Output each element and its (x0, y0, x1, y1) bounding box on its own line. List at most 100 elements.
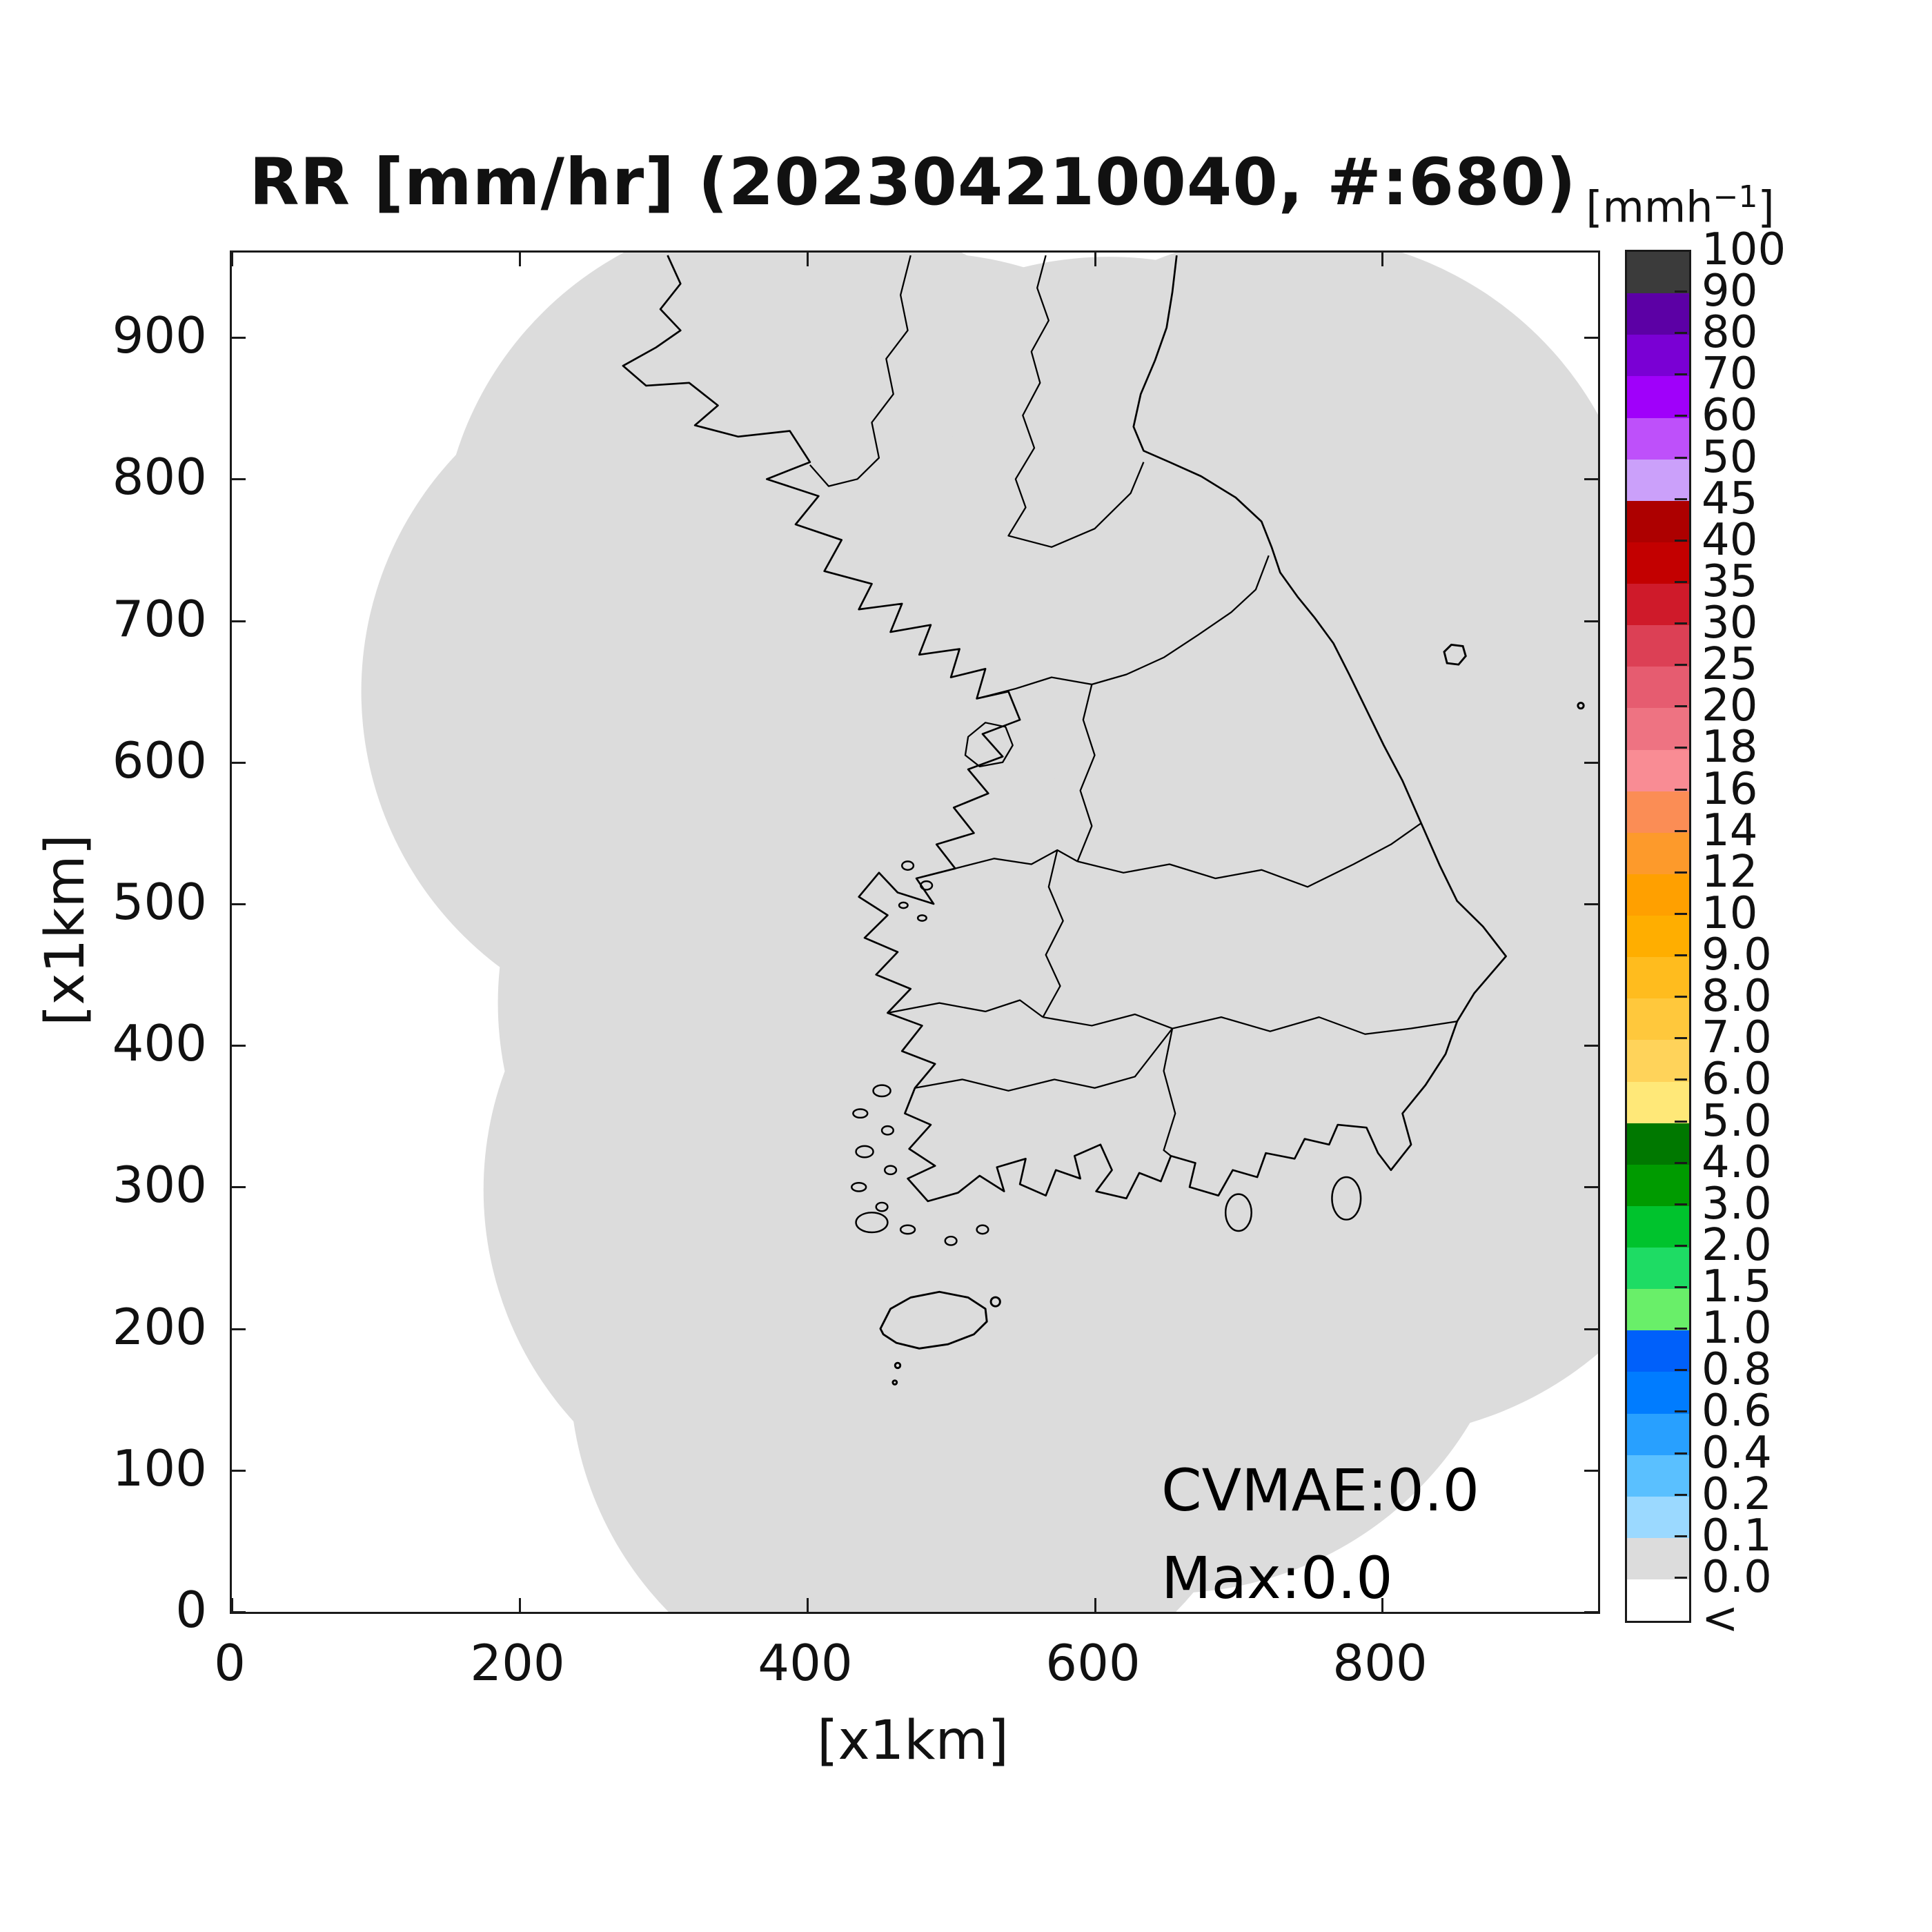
colorbar-segment (1627, 252, 1689, 294)
colorbar-tick (1675, 1244, 1687, 1247)
colorbar-tick-label: 25 (1702, 639, 1758, 691)
colorbar-tick-label: 0.0 (1702, 1551, 1772, 1603)
colorbar-tick-label: 14 (1702, 805, 1758, 856)
colorbar-segment (1627, 708, 1689, 750)
colorbar-segment (1627, 293, 1689, 335)
colorbar-tick-label: 0.4 (1702, 1427, 1772, 1479)
colorbar-segment (1627, 1040, 1689, 1082)
colorbar-tick (1675, 1078, 1687, 1081)
colorbar-tick (1675, 1576, 1687, 1579)
x-tick-label: 600 (1045, 1634, 1141, 1692)
x-tick (231, 253, 233, 266)
colorbar-segment (1627, 667, 1689, 709)
colorbar-segment (1627, 1372, 1689, 1414)
colorbar-segment (1627, 459, 1689, 501)
colorbar-tick (1675, 1369, 1687, 1372)
colorbar-tick-label: 1.0 (1702, 1303, 1772, 1354)
colorbar-tick (1675, 871, 1687, 874)
x-tick (807, 1598, 809, 1612)
y-tick (1584, 903, 1598, 905)
y-tick (232, 620, 246, 622)
colorbar-tick (1675, 580, 1687, 583)
colorbar-tick (1675, 705, 1687, 708)
colorbar-tick (1675, 996, 1687, 998)
radar-coverage-region (361, 253, 1598, 1612)
colorbar-segment (1627, 500, 1689, 542)
y-tick (1584, 1611, 1598, 1613)
plot-area: CVMAE:0.0 Max:0.0 (230, 250, 1600, 1614)
colorbar-tick-label: 5.0 (1702, 1095, 1772, 1147)
colorbar-segment (1627, 1537, 1689, 1579)
x-tick (1381, 1598, 1383, 1612)
max-annotation: Max:0.0 (1161, 1544, 1393, 1612)
x-tick (519, 253, 521, 266)
y-tick-label: 600 (112, 731, 207, 789)
colorbar (1625, 250, 1691, 1623)
colorbar-segment (1627, 1496, 1689, 1538)
colorbar-tick-label: 6.0 (1702, 1054, 1772, 1105)
colorbar-tick-label: 16 (1702, 763, 1758, 815)
y-tick-label: 900 (112, 306, 207, 364)
colorbar-tick-label: 50 (1702, 431, 1758, 483)
colorbar-segment (1627, 1248, 1689, 1290)
colorbar-tick-label: 0.8 (1702, 1344, 1772, 1396)
colorbar-tick-label: 10 (1702, 887, 1758, 939)
colorbar-tick (1675, 1452, 1687, 1455)
colorbar-tick (1675, 1286, 1687, 1289)
page-title: RR [mm/hr] (202304210040, #:680) (249, 145, 1577, 220)
colorbar-tick-label: 0.2 (1702, 1468, 1772, 1520)
x-tick (1381, 253, 1383, 266)
x-tick (807, 253, 809, 266)
colorbar-unit-suffix: ] (1757, 181, 1775, 233)
x-tick-label: 200 (470, 1634, 565, 1692)
y-tick (232, 1328, 246, 1330)
colorbar-tick (1675, 1410, 1687, 1413)
colorbar-tick (1675, 829, 1687, 832)
colorbar-tick (1675, 373, 1687, 376)
colorbar-tick-label: 18 (1702, 722, 1758, 773)
colorbar-segment (1627, 998, 1689, 1041)
jeju-island (879, 1290, 1001, 1386)
colorbar-segment (1627, 1205, 1689, 1248)
colorbar-tick (1675, 954, 1687, 957)
colorbar-tick (1675, 1493, 1687, 1496)
y-tick (1584, 1328, 1598, 1330)
colorbar-tick-label: 90 (1702, 266, 1758, 317)
colorbar-segment (1627, 1330, 1689, 1372)
colorbar-unit-exponent: −1 (1713, 179, 1758, 215)
y-tick (1584, 1186, 1598, 1188)
colorbar-tick-label: 8.0 (1702, 971, 1772, 1023)
colorbar-segment (1627, 791, 1689, 833)
colorbar-tick-label: 35 (1702, 555, 1758, 607)
colorbar-segment (1627, 749, 1689, 791)
colorbar-segment (1627, 1081, 1689, 1123)
y-tick (232, 1186, 246, 1188)
y-tick (1584, 478, 1598, 480)
colorbar-tick (1675, 332, 1687, 335)
colorbar-tick (1675, 415, 1687, 417)
colorbar-tick-label: 4.0 (1702, 1136, 1772, 1188)
colorbar-segment (1627, 1164, 1689, 1206)
y-tick (1584, 620, 1598, 622)
colorbar-tick-label: 45 (1702, 473, 1758, 524)
y-tick-label: 800 (112, 448, 207, 506)
colorbar-segment (1627, 874, 1689, 916)
colorbar-tick (1675, 539, 1687, 542)
colorbar-tick-label: 40 (1702, 514, 1758, 566)
colorbar-tick (1675, 1161, 1687, 1164)
y-tick (1584, 762, 1598, 764)
colorbar-tick (1675, 1535, 1687, 1537)
x-tick (519, 1598, 521, 1612)
colorbar-tick-label: 3.0 (1702, 1178, 1772, 1230)
colorbar-segment (1627, 625, 1689, 667)
colorbar-tick (1675, 456, 1687, 459)
y-tick (232, 1611, 246, 1613)
southwest-islands (851, 860, 1362, 1246)
y-tick (1584, 1470, 1598, 1472)
colorbar-tick (1675, 912, 1687, 915)
x-axis-label: [x1km] (817, 1710, 1009, 1772)
x-tick-label: 800 (1332, 1634, 1428, 1692)
x-tick (231, 1598, 233, 1612)
colorbar-tick (1675, 788, 1687, 791)
colorbar-tick (1675, 1037, 1687, 1040)
